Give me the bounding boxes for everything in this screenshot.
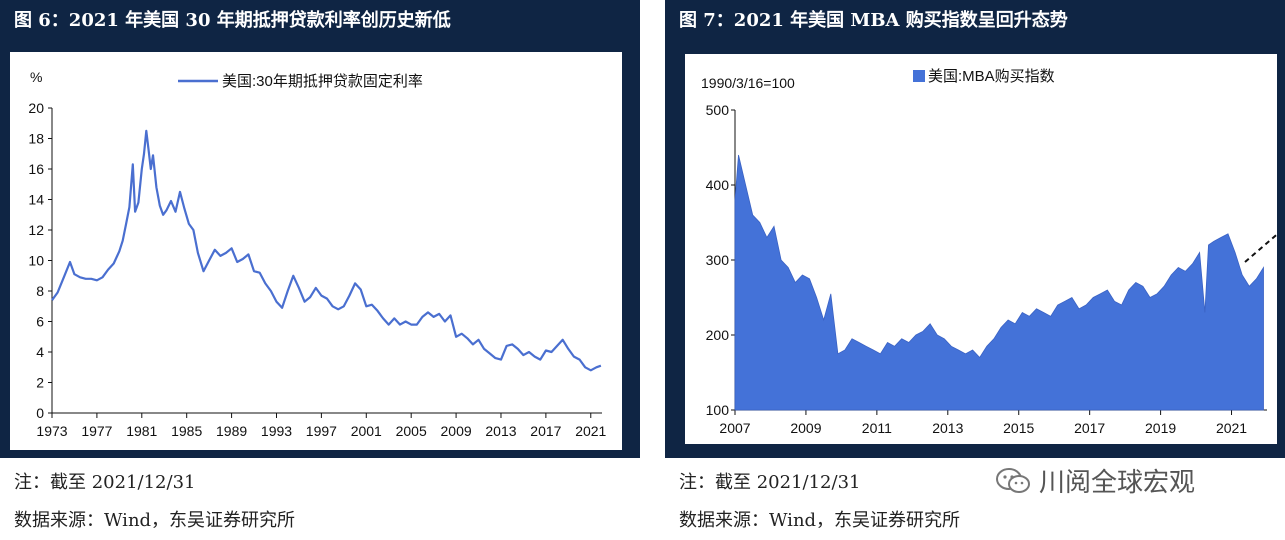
y-tick-label: 20 <box>28 100 44 116</box>
series-line-mortgage-rate <box>51 129 602 372</box>
figure-6-source: 数据来源：Wind，东吴证券研究所 <box>14 510 296 531</box>
mba-purchase-index-chart: 1990/3/16=100 美国:MBA购买指数 100 200 300 400 500… <box>701 68 1277 436</box>
y-tick-label: 100 <box>706 402 730 418</box>
y-tick-label: 2 <box>36 375 44 391</box>
figure-6-plot-area: % 美国:30年期抵押贷款固定利率 0 2 4 6 8 10 12 14 16 18 20 1973 1… <box>10 52 622 450</box>
y-tick-label: 14 <box>28 192 44 208</box>
watermark-text: 川阅全球宏观 <box>1039 468 1196 498</box>
series-area-mba-index <box>734 154 1264 411</box>
x-tick-label: 1997 <box>306 423 337 439</box>
figure-7-plot-area: 1990/3/16=100 美国:MBA购买指数 100 200 300 400 500… <box>685 54 1277 444</box>
x-tick-label: 1989 <box>216 423 247 439</box>
x-tick-label: 2005 <box>396 423 427 439</box>
y-axis-unit-label: 1990/3/16=100 <box>701 75 795 91</box>
y-tick-label: 200 <box>706 327 730 343</box>
legend-label: 美国:30年期抵押贷款固定利率 <box>222 73 423 90</box>
y-tick-label: 18 <box>28 131 44 147</box>
x-tick-label: 1977 <box>81 423 112 439</box>
x-tick-label: 2009 <box>441 423 472 439</box>
figure-6-header: 图 6：2021 年美国 30 年期抵押贷款利率创历史新低 <box>0 0 640 42</box>
x-tick-label: 1981 <box>126 423 157 439</box>
x-tick-label: 2009 <box>790 420 821 436</box>
y-tick-label: 16 <box>28 161 44 177</box>
trend-arrow-line <box>1244 233 1277 263</box>
y-tick-label: 0 <box>36 405 44 421</box>
x-tick-label: 2017 <box>1074 420 1105 436</box>
x-tick-label: 2021 <box>575 423 606 439</box>
figure-6-title: 图 6：2021 年美国 30 年期抵押贷款利率创历史新低 <box>14 10 451 31</box>
x-tick-label: 1973 <box>36 423 67 439</box>
figure-6-note: 注：截至 2021/12/31 <box>14 472 196 493</box>
legend-swatch <box>913 70 925 82</box>
y-tick-label: 12 <box>28 222 44 238</box>
y-tick-label: 4 <box>36 344 44 360</box>
watermark: 川阅全球宏观 <box>995 462 1195 499</box>
x-tick-label: 2011 <box>862 420 892 436</box>
figure-7-title: 图 7：2021 年美国 MBA 购买指数呈回升态势 <box>679 10 1068 31</box>
panel-gap <box>640 0 665 540</box>
y-axis-unit-label: % <box>30 69 42 85</box>
y-tick-label: 400 <box>706 177 730 193</box>
y-tick-label: 8 <box>36 283 44 299</box>
y-tick-label: 500 <box>706 102 730 118</box>
x-tick-label: 2019 <box>1145 420 1176 436</box>
figure-7-note: 注：截至 2021/12/31 <box>679 472 861 493</box>
legend-label: 美国:MBA购买指数 <box>928 68 1055 85</box>
figure-6-panel: 图 6：2021 年美国 30 年期抵押贷款利率创历史新低 % 美国:30年期抵… <box>0 0 640 540</box>
figure-7-header: 图 7：2021 年美国 MBA 购买指数呈回升态势 <box>665 0 1285 42</box>
x-tick-label: 1985 <box>171 423 202 439</box>
x-tick-label: 2015 <box>1003 420 1034 436</box>
wechat-icon <box>995 466 1031 496</box>
y-tick-label: 6 <box>36 314 44 330</box>
x-tick-label: 2007 <box>719 420 750 436</box>
figure-7-panel: 图 7：2021 年美国 MBA 购买指数呈回升态势 1990/3/16=100… <box>665 0 1285 540</box>
x-tick-label: 2013 <box>485 423 516 439</box>
y-tick-label: 300 <box>706 252 730 268</box>
x-tick-label: 1993 <box>261 423 292 439</box>
x-tick-label: 2017 <box>530 423 561 439</box>
mortgage-rate-chart: % 美国:30年期抵押贷款固定利率 0 2 4 6 8 10 12 14 16 18 20 1973 1… <box>28 69 606 439</box>
x-tick-label: 2013 <box>932 420 963 436</box>
x-tick-label: 2021 <box>1216 420 1247 436</box>
y-tick-label: 10 <box>28 253 44 269</box>
figure-7-source: 数据来源：Wind，东吴证券研究所 <box>679 510 961 531</box>
x-tick-label: 2001 <box>351 423 382 439</box>
